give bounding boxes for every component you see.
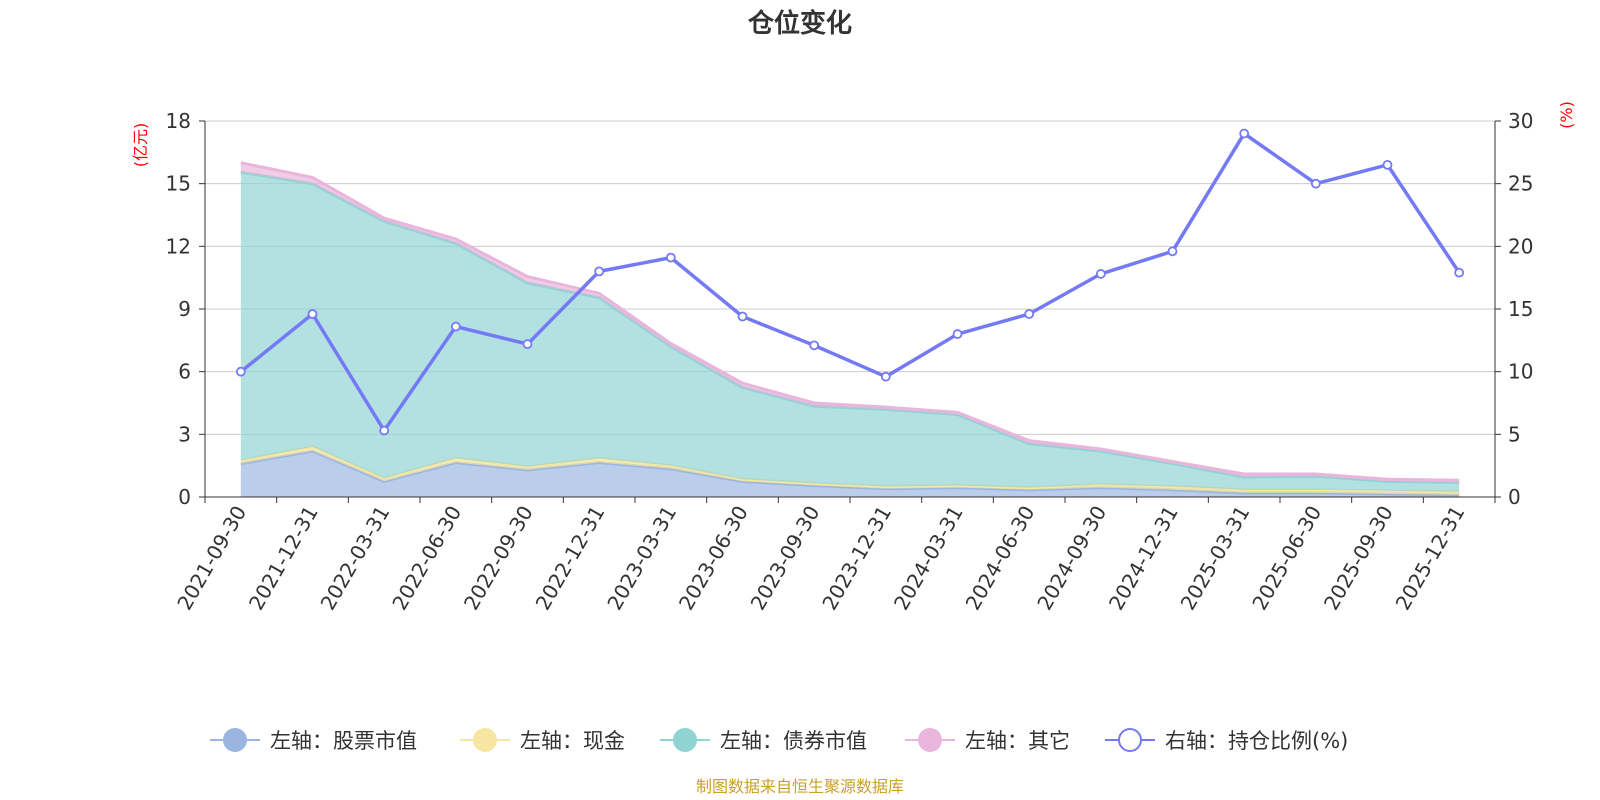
x-axis-tick-label: 2024-12-31 <box>1104 502 1183 615</box>
ratio-point <box>1024 309 1035 319</box>
left-axis-tick-label: 0 <box>178 485 191 509</box>
x-axis-tick-label: 2025-06-30 <box>1247 502 1326 615</box>
right-axis-tick-label: 25 <box>1508 172 1533 196</box>
ratio-point <box>1167 246 1178 257</box>
left-axis-tick-label: 15 <box>166 172 191 196</box>
x-axis-tick-label: 2021-09-30 <box>172 502 251 615</box>
area-series <box>240 161 1460 497</box>
cash-legend-label: 左轴：现金 <box>520 729 625 753</box>
right-axis-tick-label: 15 <box>1508 297 1533 321</box>
left-axis-tick-label: 6 <box>178 360 191 384</box>
ratio-point <box>1310 178 1321 189</box>
left-axis-tick-label: 3 <box>178 422 191 446</box>
data-source-note: 制图数据来自恒生聚源数据库 <box>696 777 904 796</box>
chart-title: 仓位变化 <box>747 8 852 39</box>
ratio-line <box>239 131 1461 433</box>
x-axis-tick-label: 2022-09-30 <box>459 502 538 615</box>
x-axis-tick-label: 2021-12-31 <box>244 502 323 615</box>
ratio-point <box>1095 269 1106 279</box>
ratio-point <box>809 340 820 351</box>
x-axis-tick-label: 2024-03-31 <box>889 502 968 615</box>
x-axis-tick-label: 2023-09-30 <box>746 502 825 615</box>
x-axis-tick-label: 2024-06-30 <box>961 502 1040 615</box>
ratio-point <box>952 329 963 339</box>
other-area-edge <box>240 161 1460 482</box>
ratio-point <box>450 321 461 332</box>
other-legend-marker <box>918 728 942 752</box>
ratio-point <box>307 309 318 319</box>
x-axis-tick-label: 2023-12-31 <box>817 502 896 615</box>
x-axis-tick-label: 2025-09-30 <box>1319 502 1398 615</box>
ratio-point <box>880 371 891 382</box>
stock-area <box>240 451 1460 497</box>
left-axis-tick-label: 9 <box>178 297 191 321</box>
x-axis-tick-label: 2023-06-30 <box>674 502 753 615</box>
x-axis-tick-label: 2024-09-30 <box>1032 502 1111 615</box>
ratio-point <box>1454 267 1465 278</box>
x-axis-tick-label: 2022-03-31 <box>316 502 395 615</box>
ratio-point <box>522 339 533 349</box>
x-axis-tick-label: 2023-03-31 <box>602 502 681 615</box>
x-axis-tick-label: 2025-03-31 <box>1176 502 1255 615</box>
bond-area <box>240 172 1460 492</box>
ratio-legend-label: 右轴：持仓比例(%) <box>1165 729 1348 753</box>
ratio-point <box>737 311 748 322</box>
ratio-point <box>235 366 246 377</box>
stock-legend-marker <box>223 728 247 752</box>
ratio-point <box>1382 159 1393 170</box>
ratio-line-series <box>235 128 1465 436</box>
right-axis-tick-label: 10 <box>1508 360 1533 384</box>
left-axis-tick-label: 18 <box>166 109 191 133</box>
other-legend-label: 左轴：其它 <box>965 729 1070 753</box>
legend: 左轴：股票市值 左轴：现金 左轴：债券市值 左轴：其它 右轴：持仓比例(%) <box>210 728 1348 753</box>
right-axis-tick-label: 5 <box>1508 422 1521 446</box>
bond-legend-label: 左轴：债券市值 <box>720 729 867 753</box>
right-axis-tick-label: 30 <box>1508 109 1533 133</box>
left-axis-tick-label: 12 <box>166 234 191 258</box>
right-axis-tick-label: 0 <box>1508 485 1521 509</box>
ratio-point <box>665 252 676 263</box>
bond-legend-marker <box>673 728 697 752</box>
cash-legend-marker <box>473 728 497 752</box>
right-axis-tick-label: 20 <box>1508 234 1533 258</box>
ratio-legend-marker <box>1118 728 1142 752</box>
left-axis-unit: (亿元) <box>131 123 150 168</box>
x-axis-tick-label: 2022-12-31 <box>531 502 610 615</box>
right-axis-unit: (%) <box>1557 101 1576 129</box>
ratio-point <box>379 425 390 436</box>
ratio-point <box>1239 128 1250 139</box>
ratio-point <box>594 266 605 277</box>
x-axis-tick-label: 2025-12-31 <box>1391 502 1470 615</box>
stock-legend-label: 左轴：股票市值 <box>270 729 417 753</box>
x-axis-tick-label: 2022-06-30 <box>387 502 466 615</box>
